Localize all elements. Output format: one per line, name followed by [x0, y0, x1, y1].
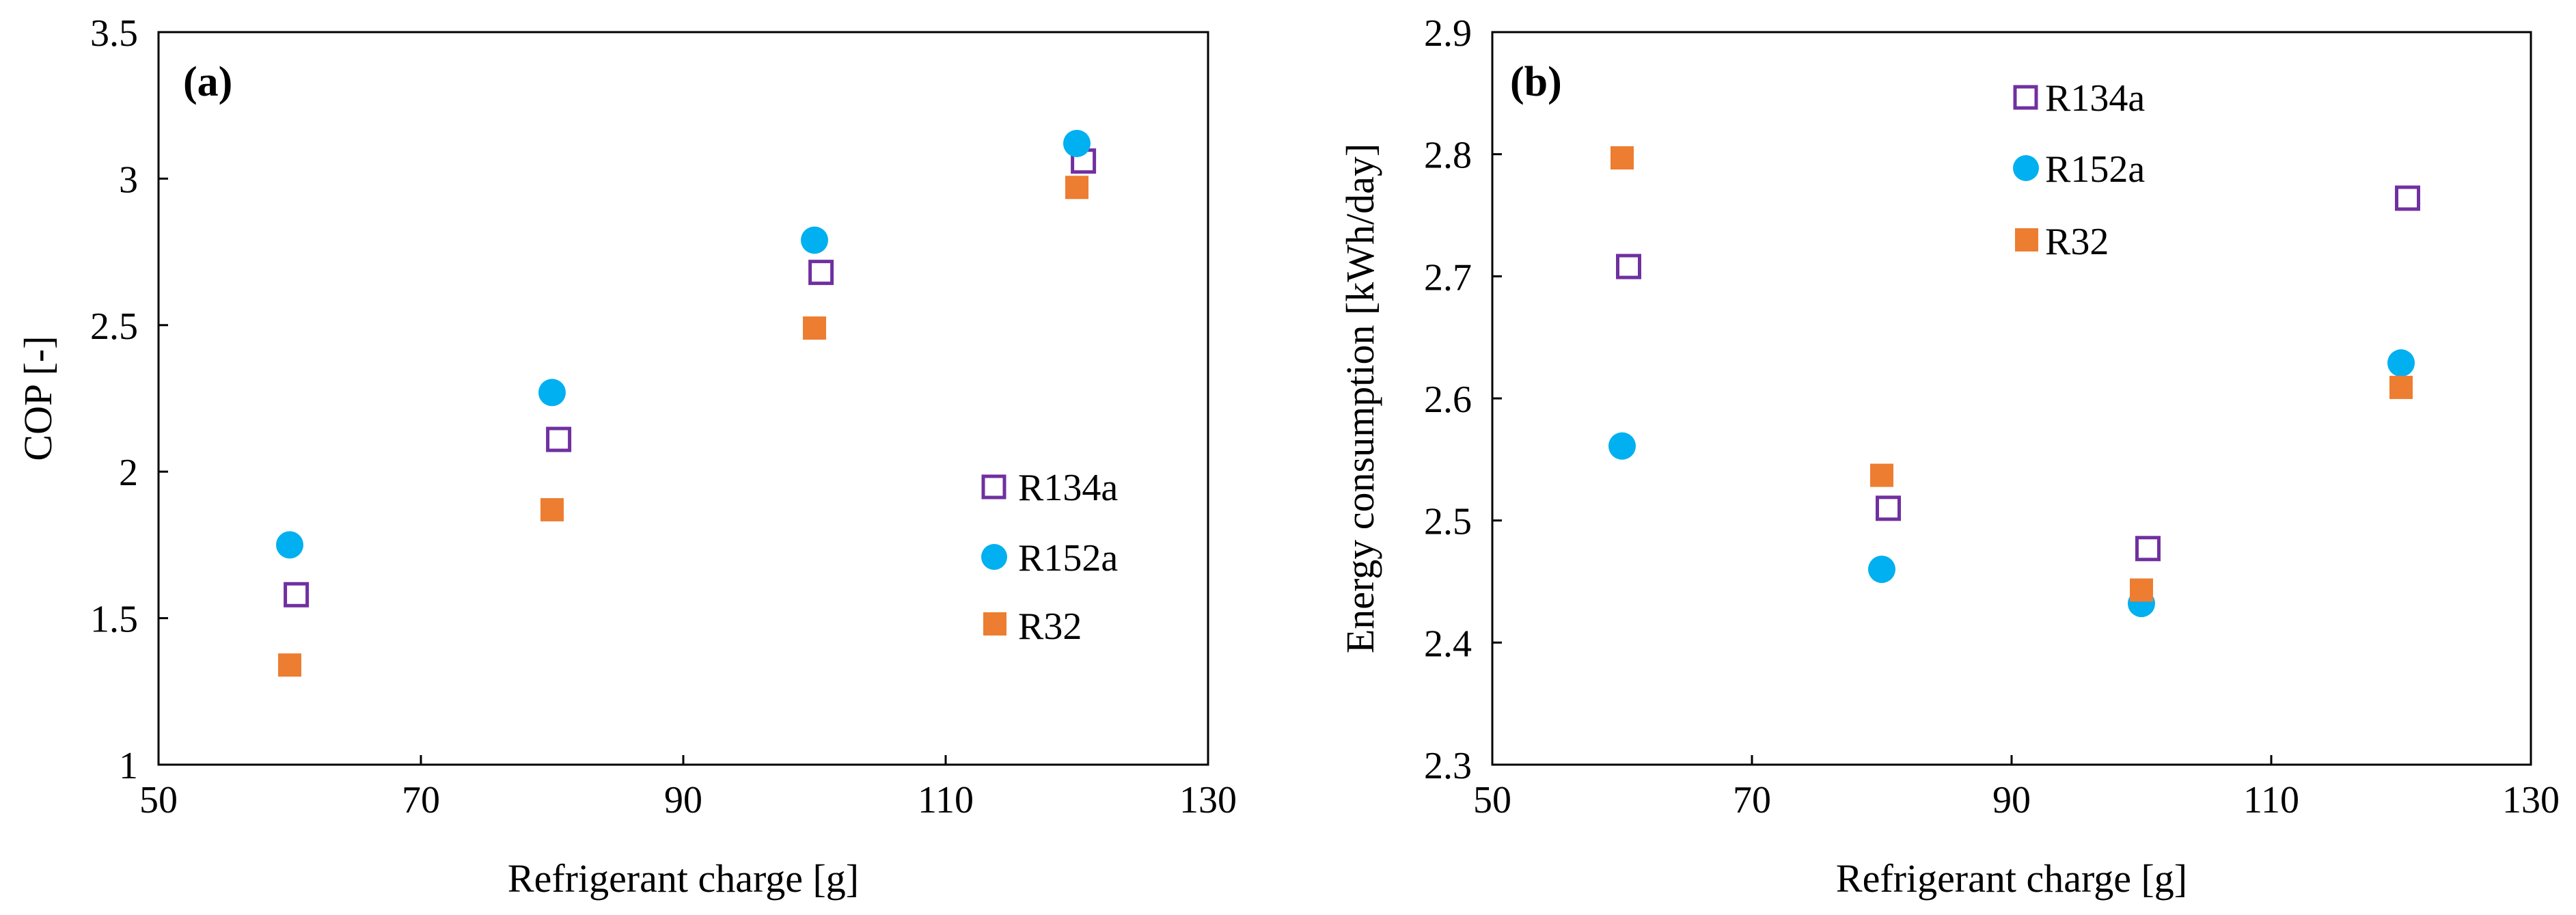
- x-tick-label: 50: [1473, 779, 1511, 821]
- data-point-r32: [278, 653, 301, 677]
- y-tick-label: 1: [119, 745, 138, 787]
- x-ticks-a: 50 70 90 110 130: [139, 755, 1237, 821]
- y-axis-label-a: COP [-]: [16, 336, 60, 461]
- legend-r152a-label: R152a: [1018, 537, 1118, 579]
- data-points-b: [1608, 146, 2420, 618]
- data-point-r152a: [538, 379, 566, 407]
- data-point-r134a: [1616, 254, 1641, 279]
- data-point-r32: [1870, 463, 1893, 487]
- x-ticks-b: 50 70 90 110 130: [1473, 755, 2560, 821]
- legend-r32-marker: [2015, 228, 2038, 251]
- legend-r134a-label: R134a: [1018, 467, 1118, 509]
- data-point-r134a: [546, 426, 572, 452]
- legend-r134a-marker: [981, 474, 1006, 500]
- chart-b: (b) Refrigerant charge [g] Energy consum…: [1338, 12, 2560, 901]
- chart-a: (a) Refrigerant charge [g] COP [-] 50 70 9…: [16, 12, 1237, 901]
- y-tick-label: 2.3: [1424, 745, 1472, 787]
- legend-r134a-marker: [2013, 85, 2038, 110]
- y-tick-label: 2.7: [1424, 256, 1472, 299]
- data-point-r152a: [1063, 129, 1091, 157]
- legend-r152a-marker: [2013, 155, 2039, 181]
- legend-a: R134a R152a R32: [981, 467, 1118, 648]
- x-tick-label: 110: [918, 779, 974, 821]
- legend-b: R134a R152a R32: [2013, 77, 2145, 263]
- x-tick-label: 130: [2502, 779, 2560, 821]
- data-point-r32: [1611, 146, 1634, 170]
- legend-r32-marker: [983, 612, 1006, 636]
- y-tick-label: 2.5: [90, 305, 138, 348]
- y-tick-label: 3.5: [90, 12, 138, 55]
- data-point-r32: [540, 497, 564, 521]
- y-tick-label: 2.5: [1424, 501, 1472, 543]
- x-tick-label: 90: [1992, 779, 2031, 821]
- data-point-r134a: [284, 582, 310, 607]
- y-tick-label: 2: [119, 452, 138, 494]
- legend-r32-label: R32: [1018, 605, 1082, 648]
- legend-r152a-label: R152a: [2045, 148, 2145, 191]
- x-tick-label: 130: [1179, 779, 1237, 821]
- x-tick-label: 70: [1733, 779, 1771, 821]
- x-axis-label-b: Refrigerant charge [g]: [1836, 856, 2187, 901]
- data-point-r152a: [801, 226, 828, 254]
- data-point-r32: [2130, 578, 2153, 602]
- x-axis-label-a: Refrigerant charge [g]: [508, 856, 859, 901]
- panel-label-a: (a): [183, 59, 232, 105]
- y-tick-label: 2.8: [1424, 135, 1472, 177]
- y-tick-label: 1.5: [90, 599, 138, 641]
- x-tick-label: 110: [2243, 779, 2299, 821]
- data-point-r134a: [808, 260, 834, 286]
- data-point-r152a: [1868, 556, 1895, 584]
- legend-r32-label: R32: [2045, 221, 2109, 263]
- legend-r152a-marker: [981, 544, 1007, 570]
- y-tick-label: 2.6: [1424, 379, 1472, 421]
- y-ticks-b: 2.3 2.4 2.5 2.6 2.7 2.8 2.9: [1424, 12, 1502, 787]
- y-axis-label-b: Energy consumption [kWh/day]: [1338, 144, 1382, 653]
- panel-label-b: (b): [1510, 59, 1562, 105]
- data-points-a: [276, 129, 1097, 677]
- data-point-r32: [2389, 375, 2413, 399]
- x-tick-label: 90: [664, 779, 702, 821]
- data-point-r32: [803, 316, 826, 340]
- legend-r134a-label: R134a: [2045, 77, 2145, 120]
- y-ticks-a: 1 1.5 2 2.5 3 3.5: [90, 12, 168, 787]
- data-point-r134a: [2135, 536, 2161, 562]
- x-tick-label: 70: [402, 779, 440, 821]
- y-tick-label: 2.4: [1424, 623, 1472, 665]
- data-point-r134a: [1876, 495, 1901, 521]
- data-point-r32: [1065, 176, 1088, 200]
- y-tick-label: 2.9: [1424, 12, 1472, 55]
- data-point-r152a: [1608, 432, 1636, 460]
- x-tick-label: 50: [139, 779, 178, 821]
- data-point-r152a: [276, 531, 303, 559]
- data-point-r152a: [2387, 349, 2415, 377]
- data-point-r134a: [2395, 185, 2420, 211]
- y-tick-label: 3: [119, 159, 138, 201]
